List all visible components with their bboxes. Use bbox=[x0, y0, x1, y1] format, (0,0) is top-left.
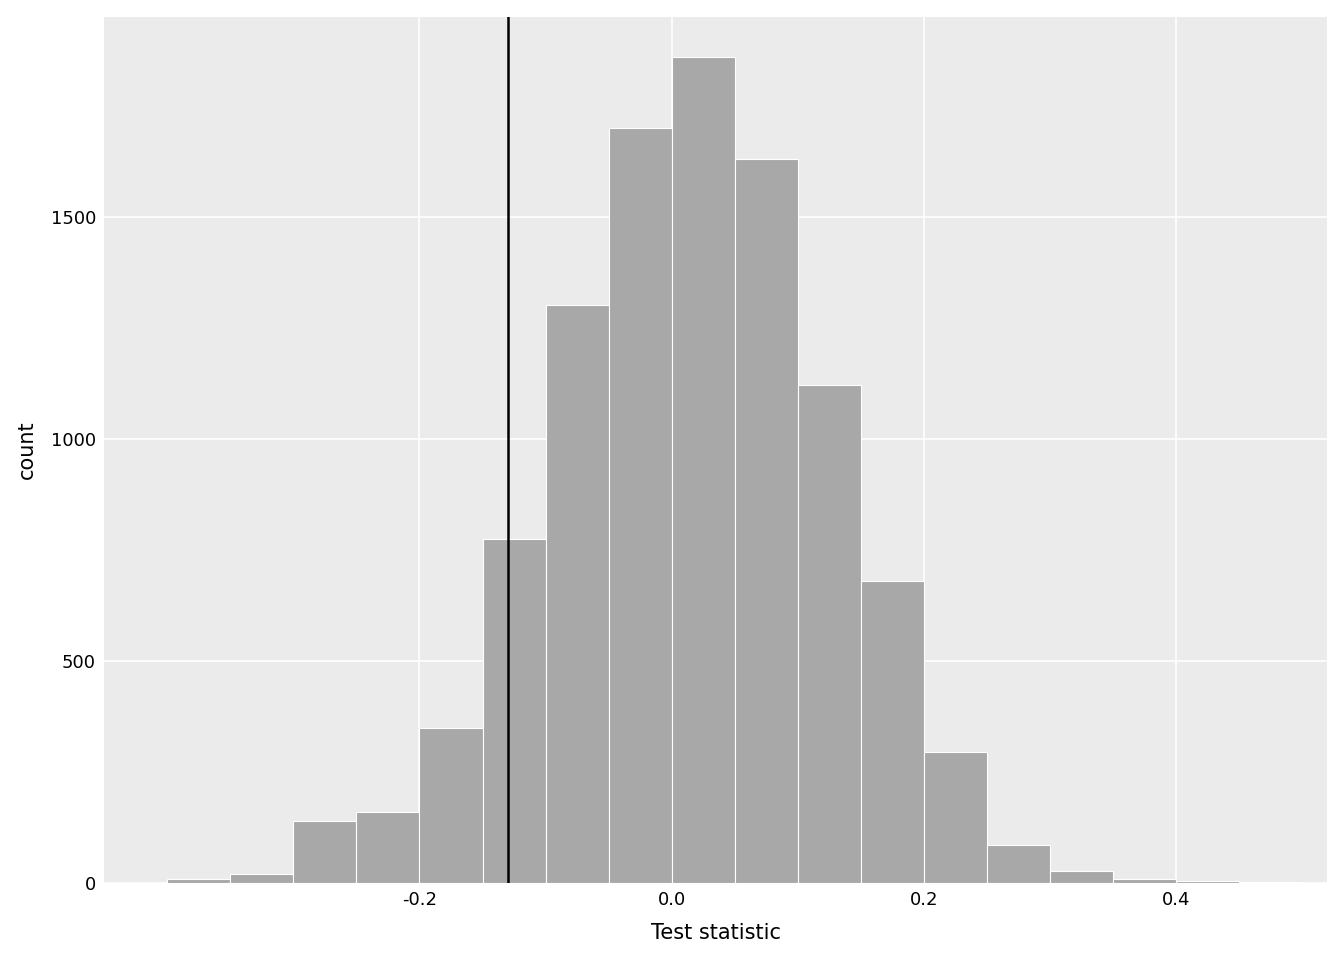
Y-axis label: count: count bbox=[16, 420, 36, 479]
Bar bbox=[735, 158, 798, 883]
Bar bbox=[1176, 881, 1239, 883]
Bar bbox=[1113, 878, 1176, 883]
Bar bbox=[419, 728, 482, 883]
Bar bbox=[860, 581, 923, 883]
Bar bbox=[609, 128, 672, 883]
X-axis label: Test statistic: Test statistic bbox=[650, 924, 781, 944]
Bar bbox=[986, 846, 1050, 883]
Bar bbox=[167, 878, 230, 883]
Bar bbox=[672, 57, 735, 883]
Bar bbox=[230, 875, 293, 883]
Bar bbox=[1050, 871, 1113, 883]
Bar bbox=[798, 386, 860, 883]
Bar bbox=[546, 305, 609, 883]
Bar bbox=[923, 752, 986, 883]
Bar bbox=[356, 812, 419, 883]
Bar bbox=[482, 539, 546, 883]
Bar bbox=[293, 821, 356, 883]
